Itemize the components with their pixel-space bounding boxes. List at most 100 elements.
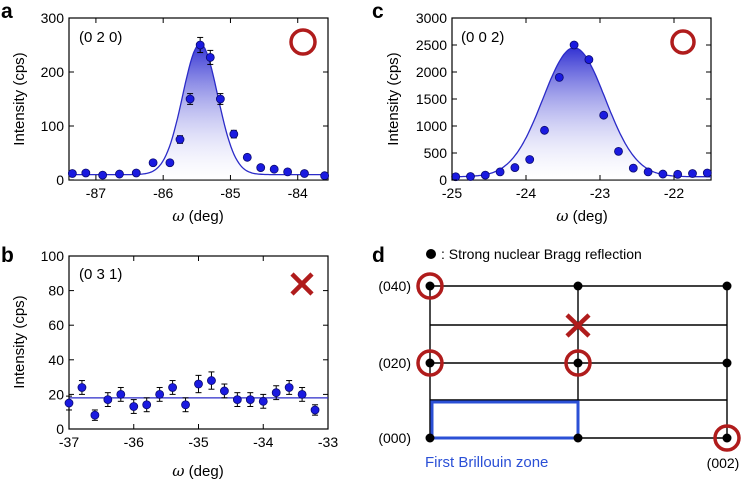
data-point xyxy=(129,402,139,411)
data-point xyxy=(205,53,215,62)
bragg-dot-140 xyxy=(573,281,583,291)
observed-circle-icon-040 xyxy=(416,272,444,300)
bragg-dot-040 xyxy=(425,281,435,291)
data-point xyxy=(310,405,320,415)
data-point xyxy=(155,389,165,399)
observed-circle-icon-c xyxy=(670,29,696,55)
data-point xyxy=(242,152,252,162)
x-axis-label-a: ω (deg) xyxy=(172,207,223,225)
data-point xyxy=(168,383,178,392)
y-axis-label-c: Intensity (cps) xyxy=(385,52,402,145)
observed-circle-icon-002 xyxy=(713,424,741,452)
data-point xyxy=(283,167,293,177)
data-point xyxy=(510,163,520,172)
data-point xyxy=(599,110,609,120)
data-point xyxy=(688,169,697,178)
data-point xyxy=(219,386,229,396)
y-tick-label: 40 xyxy=(48,352,64,368)
fit-curve-c xyxy=(452,47,711,178)
data-point xyxy=(628,163,638,173)
x-tick-label: -37 xyxy=(59,434,79,450)
y-ticks-b: 0 20 40 60 80 100 xyxy=(41,248,328,437)
label-002: (002) xyxy=(707,455,740,471)
bragg-dot-002 xyxy=(722,433,732,443)
label-040: (040) xyxy=(378,278,411,294)
bragg-dot-220 xyxy=(722,358,732,368)
observed-circle-icon-120 xyxy=(564,349,592,377)
data-point xyxy=(131,168,141,178)
y-tick-label: 300 xyxy=(41,10,65,26)
data-point xyxy=(103,395,113,404)
y-tick-label: 3000 xyxy=(416,10,447,26)
y-axis-label-a: Intensity (cps) xyxy=(11,52,28,145)
absent-cross-icon-b xyxy=(290,272,314,296)
fit-fill-area xyxy=(452,47,711,181)
reflection-tag-c: (0 0 2) xyxy=(461,29,504,46)
y-tick-label: 100 xyxy=(41,248,65,264)
data-point xyxy=(569,40,579,50)
y-tick-label: 2000 xyxy=(416,64,447,80)
data-point xyxy=(165,158,175,168)
fit-fill-a xyxy=(69,43,328,181)
y-axis-label-b: Intensity (cps) xyxy=(11,295,28,388)
y-tick-label: 1500 xyxy=(416,91,447,107)
y-tick-label: 60 xyxy=(48,317,64,333)
x-tick-label: -86 xyxy=(153,185,173,201)
data-point xyxy=(658,169,668,179)
y-tick-label: 100 xyxy=(41,118,65,134)
data-point xyxy=(269,164,279,174)
x-tick-label: -35 xyxy=(188,434,208,450)
x-tick-label: -24 xyxy=(516,185,536,201)
data-point xyxy=(64,398,74,408)
data-point xyxy=(554,73,564,82)
panel-label-c: c xyxy=(372,0,384,23)
data-point xyxy=(175,135,185,144)
data-points-c xyxy=(451,40,712,182)
bragg-dot-120 xyxy=(573,358,583,368)
bragg-dot-000 xyxy=(425,433,435,443)
data-point xyxy=(116,389,126,399)
data-point xyxy=(702,168,712,178)
y-tick-label: 2500 xyxy=(416,37,447,53)
data-point xyxy=(207,376,216,385)
x-ticks-c: -25 -24 -23 -22 xyxy=(442,18,684,201)
data-point xyxy=(77,383,87,392)
data-point xyxy=(245,395,255,404)
absent-cross-icon-031 xyxy=(565,313,591,338)
data-point xyxy=(142,400,152,410)
data-point xyxy=(525,155,535,164)
reflection-tag-b: (0 3 1) xyxy=(79,266,122,283)
y-ticks-c: 0 500 1000 1500 2000 2500 3000 xyxy=(416,10,711,188)
data-point xyxy=(297,389,307,399)
x-tick-label: -87 xyxy=(86,185,106,201)
panel-label-d: d xyxy=(372,244,385,267)
label-000: (000) xyxy=(378,430,411,446)
x-tick-label: -33 xyxy=(318,434,338,450)
y-tick-label: 0 xyxy=(56,172,64,188)
data-point xyxy=(673,169,683,179)
observed-markers xyxy=(416,272,741,452)
panel-label-a: a xyxy=(1,0,13,23)
data-point xyxy=(81,168,91,178)
data-points-b xyxy=(64,371,320,421)
schematic-d: : Strong nuclear Bragg reflection xyxy=(378,246,741,471)
x-tick-label: -36 xyxy=(124,434,144,450)
x-tick-label: -23 xyxy=(590,185,610,201)
data-point xyxy=(540,125,549,135)
data-point xyxy=(643,167,653,177)
data-point xyxy=(480,170,490,180)
x-axis-label-c: ω (deg) xyxy=(556,207,607,225)
first-brillouin-zone-box xyxy=(430,400,580,440)
x-tick-label: -34 xyxy=(253,434,273,450)
y-tick-label: 1000 xyxy=(416,118,447,134)
y-tick-label: 200 xyxy=(41,64,65,80)
bragg-dot-240 xyxy=(722,281,732,291)
data-point xyxy=(90,410,100,420)
data-points-a xyxy=(67,36,330,181)
y-ticks-a: 0 100 200 300 xyxy=(41,10,328,188)
fit-fill-area xyxy=(69,43,328,181)
panel-label-b: b xyxy=(1,244,14,267)
bragg-dot-legend-icon xyxy=(426,249,436,259)
data-point xyxy=(98,170,108,180)
